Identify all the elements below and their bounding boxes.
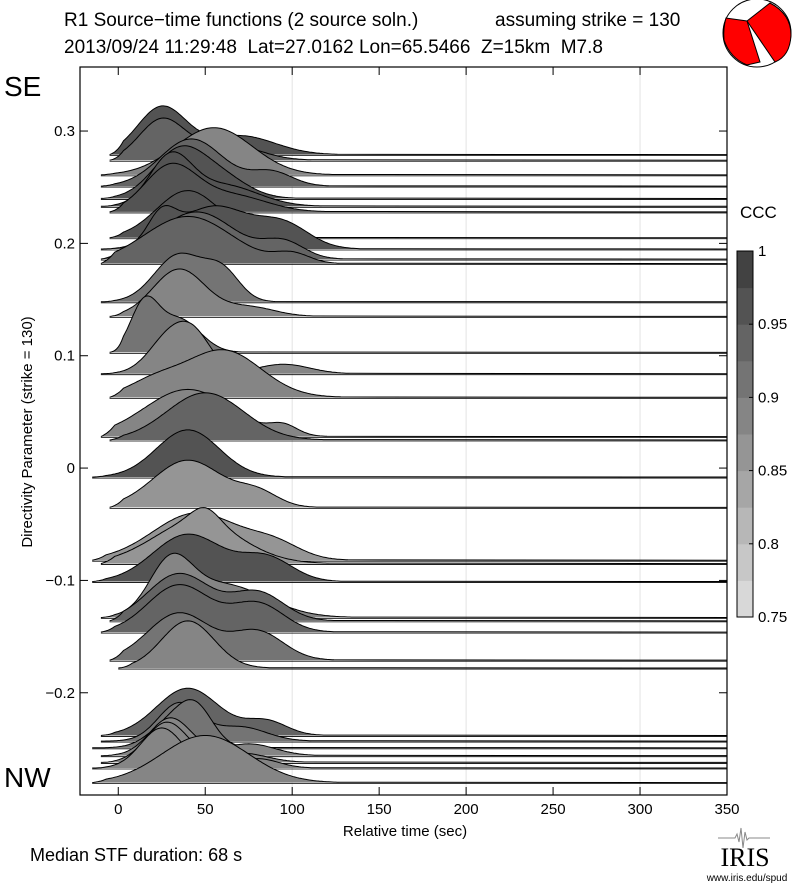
stf-line [109,162,728,213]
median-duration: Median STF duration: 68 s [30,845,242,865]
stf-line [92,699,728,749]
stf-fill [109,349,341,398]
colorbar-swatch [737,580,753,618]
colorbar-swatch [737,470,753,508]
stf-fill [118,620,270,669]
x-tick-label: 300 [628,801,653,818]
stf-fill [109,269,315,317]
colorbar-tick-label: 0.85 [758,463,787,480]
stf-line [109,392,728,441]
trace-group [92,105,728,785]
stf-fill [100,584,334,633]
y-tick-labels: 0.3 0.2 0.1 0 −0.1 −0.2 [45,123,75,702]
stf-line [100,584,728,633]
stf-trace [100,215,728,266]
stf-line [109,612,728,661]
beachball-compression-lower [723,17,761,66]
stf-line [118,620,728,669]
colorbar-tick-label: 0.8 [758,536,779,553]
colorbar-swatch [737,397,753,435]
stf-fill [109,118,312,161]
colorbar-swatch [737,324,753,362]
stf-trace [109,459,728,509]
y-tick-label: 0.3 [54,123,75,140]
colorbar-swatch [737,251,753,289]
x-tick-label: 150 [367,801,392,818]
colorbar-swatch [737,434,753,472]
y-axis-label: Directivity Parameter (strike = 130) [19,316,36,547]
stf-line [109,572,728,622]
event-info: 2013/09/24 11:29:48 Lat=27.0162 Lon=65.5… [64,37,603,58]
direction-nw-label: NW [4,762,51,793]
stf-fill [109,163,328,212]
stf-line [100,145,728,199]
stf-line [109,295,728,353]
stf-line [109,349,728,398]
y-tick-label: 0 [67,460,75,477]
x-tick-label: 200 [454,801,479,818]
stf-trace [92,735,728,785]
colorbar-frame [736,250,754,618]
direction-se-label: SE [4,71,41,102]
stf-line [100,252,728,303]
iris-logo: IRIS www.iris.edu/spud [706,827,788,884]
stf-trace [109,392,728,442]
strike-note: assuming strike = 130 [495,10,680,31]
colorbar-tick-label: 0.9 [758,389,779,406]
colorbar-swatch [737,507,753,545]
axis-ticks [80,67,728,795]
stf-line [92,429,728,478]
x-tick-label: 0 [114,801,122,818]
x-tick-label: 250 [541,801,566,818]
stf-line [100,127,728,176]
logo-url: www.iris.edu/spud [706,873,788,884]
beachball-icon [722,0,792,68]
colorbar-swatch [737,360,753,398]
stf-fill [92,534,341,582]
colorbar-swatch [737,543,753,581]
colorbar-tick-label: 1 [758,243,766,260]
stf-line [100,138,728,187]
colorbar-tick-label: 0.95 [758,316,787,333]
stf-fill [109,392,324,440]
x-tick-label: 350 [714,801,739,818]
x-tick-labels: 0 50 100 150 200 250 300 350 [114,801,739,818]
stf-line [109,459,728,508]
stf-line [100,552,728,618]
x-tick-label: 100 [280,801,305,818]
y-tick-label: 0.2 [54,235,75,252]
stf-fill [92,727,312,769]
stf-line [92,533,728,583]
x-axis-label: Relative time (sec) [343,823,467,840]
stf-trace [118,620,728,670]
stf-fill [100,216,340,264]
x-tick-label: 50 [197,801,214,818]
y-tick-label: −0.1 [45,572,75,589]
logo-text: IRIS [720,843,769,872]
stf-line [92,512,728,561]
stf-line [100,507,728,565]
colorbar-tick-label: 0.75 [758,609,787,626]
colorbar-swatch [737,287,753,325]
y-tick-label: −0.2 [45,685,75,702]
beachball-compression-upper [746,2,792,63]
colorbar-title: CCC [740,203,777,222]
stf-line [100,687,728,736]
chart-title: R1 Source−time functions (2 source soln.… [64,10,418,31]
y-tick-label: 0.1 [54,348,75,365]
seismogram-icon [718,827,770,849]
stf-fill [109,460,317,508]
plot-frame [79,66,728,796]
stf-line [100,204,728,250]
ccc-colorbar: 1 0.95 0.9 0.85 0.8 0.75 [736,243,787,626]
stf-fill [92,429,286,478]
stf-line [100,215,728,265]
stf-line [92,735,728,784]
